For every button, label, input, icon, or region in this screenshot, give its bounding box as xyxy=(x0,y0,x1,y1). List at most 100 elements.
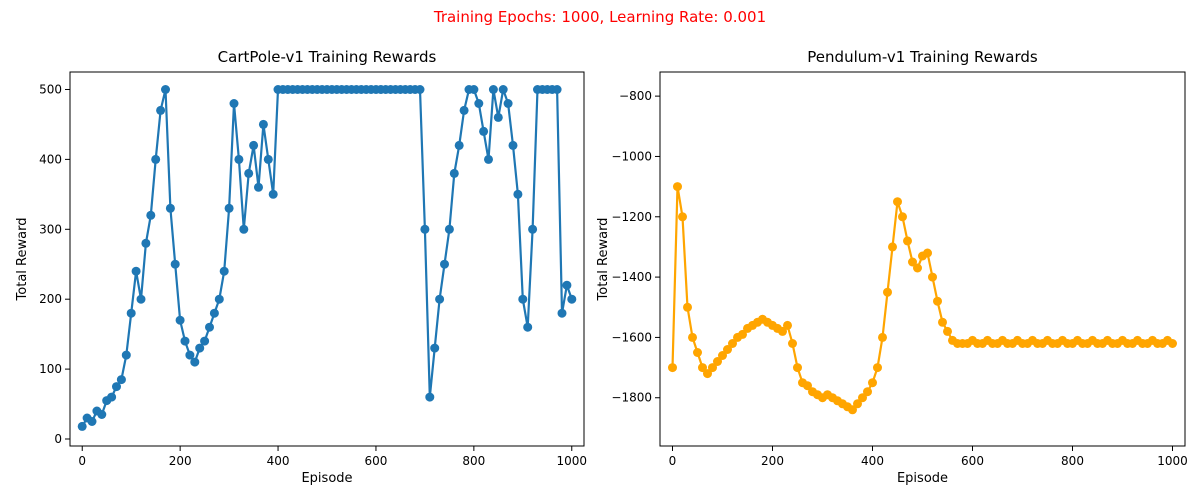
data-point xyxy=(853,399,862,409)
data-point xyxy=(165,203,175,213)
data-point xyxy=(200,336,210,346)
data-point xyxy=(454,140,464,150)
data-point xyxy=(868,378,877,388)
x-tick-label: 400 xyxy=(861,454,884,468)
data-point xyxy=(205,322,214,332)
data-point xyxy=(703,369,712,379)
data-point xyxy=(508,140,518,150)
data-point xyxy=(503,99,513,108)
y-tick-label: −1800 xyxy=(611,391,652,405)
x-tick-label: 200 xyxy=(761,454,784,468)
data-point xyxy=(883,287,892,297)
data-point xyxy=(893,197,902,207)
data-point xyxy=(908,257,917,267)
data-point xyxy=(923,248,932,258)
data-point xyxy=(195,343,205,353)
data-point xyxy=(557,308,567,318)
data-point xyxy=(903,236,912,246)
data-point xyxy=(474,99,484,108)
data-point xyxy=(728,339,737,348)
data-point xyxy=(116,375,126,385)
y-tick-label: 400 xyxy=(39,152,62,166)
x-tick-label: 0 xyxy=(78,454,86,468)
data-point xyxy=(430,343,440,353)
data-point xyxy=(77,421,87,431)
chart-1: CartPole-v1 Training Rewards 0 200 400 600 80… xyxy=(15,48,587,486)
y-tick-label: 300 xyxy=(39,222,62,236)
data-point xyxy=(783,320,792,330)
data-point xyxy=(161,85,170,94)
data-point xyxy=(863,387,872,397)
data-point xyxy=(180,336,190,346)
data-point xyxy=(121,350,131,360)
data-point xyxy=(484,154,493,164)
x-tick-label: 400 xyxy=(267,454,290,468)
y-tick-label: 100 xyxy=(39,362,62,376)
data-point xyxy=(425,392,435,402)
data-point xyxy=(938,317,947,327)
data-point xyxy=(229,99,239,108)
y-tick-label: −1200 xyxy=(611,210,652,224)
data-point xyxy=(552,85,562,94)
x-tick-label: 1000 xyxy=(556,454,587,468)
data-point xyxy=(498,85,508,94)
data-point xyxy=(190,357,200,367)
data-point xyxy=(567,294,577,304)
data-point xyxy=(185,350,195,360)
x-tick-label: 800 xyxy=(1061,454,1084,468)
y-axis-label: Total Reward xyxy=(15,218,30,302)
data-point xyxy=(878,332,887,342)
data-point xyxy=(249,140,259,150)
data-point xyxy=(87,417,97,426)
data-point xyxy=(420,224,430,234)
x-tick-label: 1000 xyxy=(1157,454,1188,468)
data-point xyxy=(858,393,867,403)
data-point xyxy=(668,363,677,373)
data-point xyxy=(97,410,107,419)
data-point xyxy=(1168,339,1177,348)
data-point xyxy=(444,224,454,234)
axes-frame xyxy=(659,71,1186,447)
y-tick-label: −800 xyxy=(619,89,652,103)
x-tick-label: 800 xyxy=(462,454,485,468)
y-axis-label: Total Reward xyxy=(596,218,611,302)
series-line xyxy=(671,186,1174,412)
data-point xyxy=(718,351,727,360)
axes-frame xyxy=(69,71,585,447)
data-point xyxy=(151,154,161,164)
data-point xyxy=(493,112,503,122)
data-point xyxy=(562,280,572,290)
data-point xyxy=(219,266,229,276)
data-point xyxy=(678,212,687,222)
x-tick-label: 0 xyxy=(669,454,677,468)
data-point xyxy=(214,294,224,304)
data-point xyxy=(803,381,812,391)
x-axis-label: Episode xyxy=(897,471,948,486)
data-point xyxy=(738,329,747,339)
y-tick-label: 0 xyxy=(54,432,62,446)
data-point xyxy=(107,392,117,402)
data-point xyxy=(523,322,533,332)
data-point xyxy=(146,210,156,220)
data-point xyxy=(126,308,136,318)
data-point xyxy=(141,238,151,248)
data-point xyxy=(170,259,180,269)
y-tick-label: −1600 xyxy=(611,330,652,344)
x-tick-label: 600 xyxy=(961,454,984,468)
data-point xyxy=(518,294,528,304)
data-point xyxy=(156,105,166,115)
data-point xyxy=(440,259,449,269)
data-point xyxy=(258,119,268,129)
data-point xyxy=(175,315,185,325)
data-point xyxy=(488,85,498,94)
data-point xyxy=(528,224,538,234)
data-point xyxy=(112,382,121,392)
plot-area xyxy=(77,85,577,431)
data-point xyxy=(888,242,897,252)
y-tick-label: 500 xyxy=(39,82,62,96)
chart-title: CartPole-v1 Training Rewards xyxy=(218,48,437,66)
data-point xyxy=(449,168,459,178)
y-tick-label: −1400 xyxy=(611,270,652,284)
chart-2: Pendulum-v1 Training Rewards 0 200 400 600 80… xyxy=(596,48,1188,486)
